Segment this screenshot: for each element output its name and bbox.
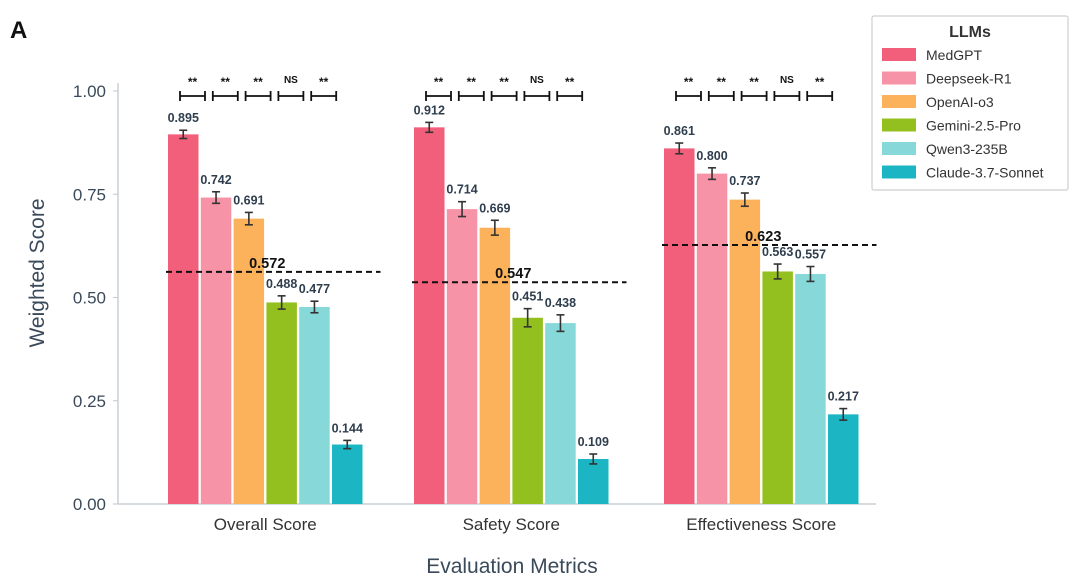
- x-axis-title: Evaluation Metrics: [426, 555, 598, 578]
- bar: [795, 273, 826, 504]
- bar: [200, 197, 232, 504]
- legend-swatch: [882, 71, 916, 85]
- legend-entry: Gemini-2.5-Pro: [926, 118, 1021, 134]
- data-label: 0.861: [664, 124, 695, 138]
- bar: [762, 271, 793, 504]
- legend-entry: Deepseek-R1: [926, 71, 1012, 87]
- significance-label: NS: [780, 75, 794, 86]
- significance-label: **: [188, 75, 198, 89]
- data-label: 0.217: [828, 390, 859, 404]
- significance-bracket: NS: [277, 75, 305, 101]
- legend-entry: OpenAI-o3: [926, 94, 994, 110]
- significance-bracket: **: [425, 75, 452, 101]
- data-label: 0.895: [168, 111, 199, 125]
- significance-bracket: **: [806, 75, 834, 101]
- significance-bracket: **: [556, 75, 584, 101]
- significance-label: **: [684, 75, 694, 89]
- bar: [266, 302, 297, 504]
- bar: [578, 458, 609, 504]
- bar: [696, 173, 728, 504]
- data-label: 0.714: [446, 183, 477, 197]
- bar: [332, 444, 363, 504]
- significance-label: NS: [284, 75, 298, 86]
- significance-label: **: [253, 75, 263, 89]
- significance-bracket: **: [457, 75, 485, 101]
- significance-bracket: NS: [523, 75, 551, 101]
- significance-bracket: **: [490, 75, 518, 101]
- data-label: 0.477: [299, 282, 330, 296]
- data-label: 0.912: [414, 103, 445, 117]
- mean-label: 0.547: [495, 266, 531, 282]
- bar: [828, 414, 859, 504]
- bar: [233, 218, 265, 504]
- significance-bracket: **: [740, 75, 768, 101]
- significance-label: **: [467, 75, 477, 89]
- data-label: 0.800: [696, 149, 727, 163]
- legend-box: [871, 15, 1069, 191]
- y-tick-label: 0.25: [73, 392, 106, 411]
- bar: [729, 199, 761, 504]
- significance-label: **: [717, 75, 727, 89]
- y-axis-title: Weighted Score: [26, 198, 49, 347]
- significance-bracket: NS: [773, 75, 801, 101]
- legend-swatch: [882, 48, 916, 61]
- data-label: 0.438: [545, 296, 576, 310]
- significance-bracket: **: [211, 75, 239, 101]
- data-label: 0.742: [200, 173, 231, 187]
- significance-label: **: [434, 75, 444, 89]
- x-tick-label: Effectiveness Score: [686, 515, 836, 534]
- bar: [512, 317, 543, 504]
- bar: [545, 323, 576, 504]
- data-label: 0.737: [729, 174, 760, 188]
- data-label: 0.488: [266, 277, 297, 291]
- data-label: 0.691: [233, 193, 264, 207]
- significance-label: **: [319, 75, 329, 89]
- data-label: 0.563: [762, 245, 793, 259]
- mean-label: 0.623: [745, 229, 781, 245]
- legend-entry: MedGPT: [926, 47, 982, 63]
- panel-label: A: [10, 17, 27, 44]
- y-tick-label: 1.00: [73, 82, 106, 101]
- data-label: 0.144: [332, 421, 363, 435]
- significance-label: **: [749, 75, 759, 89]
- bar: [479, 227, 511, 504]
- significance-label: **: [499, 75, 509, 89]
- y-tick-label: 0.00: [73, 495, 106, 514]
- x-tick-label: Safety Score: [463, 515, 560, 534]
- data-label: 0.451: [512, 290, 543, 304]
- significance-label: **: [815, 75, 825, 89]
- legend-swatch: [882, 142, 916, 155]
- legend-title: LLMs: [949, 24, 991, 41]
- bar: [168, 134, 199, 505]
- legend-swatch: [882, 95, 916, 108]
- legend-swatch: [882, 165, 916, 179]
- y-tick-label: 0.50: [73, 289, 106, 308]
- legend: LLMs MedGPT Deepseek-R1 OpenAI-o3 Gemini-2.5…: [871, 15, 1069, 191]
- significance-label: NS: [530, 75, 544, 86]
- data-label: 0.109: [578, 435, 609, 449]
- y-tick-label: 0.75: [73, 185, 106, 204]
- data-label: 0.669: [479, 201, 510, 215]
- x-tick-label: Overall Score: [214, 515, 317, 534]
- significance-bracket: **: [179, 75, 206, 101]
- bar: [664, 148, 695, 505]
- significance-bracket: **: [675, 75, 702, 101]
- mean-label: 0.572: [249, 256, 285, 272]
- significance-bracket: **: [310, 75, 338, 101]
- significance-label: **: [221, 75, 231, 89]
- legend-entry: Claude-3.7-Sonnet: [926, 165, 1044, 181]
- significance-bracket: **: [707, 75, 735, 101]
- bar: [299, 306, 330, 504]
- legend-entry: Qwen3-235B: [926, 141, 1008, 157]
- significance-bracket: **: [244, 75, 272, 101]
- bar: [446, 209, 478, 505]
- data-label: 0.557: [795, 248, 826, 262]
- bar: [414, 127, 445, 505]
- significance-label: **: [565, 75, 575, 89]
- legend-swatch: [882, 118, 916, 132]
